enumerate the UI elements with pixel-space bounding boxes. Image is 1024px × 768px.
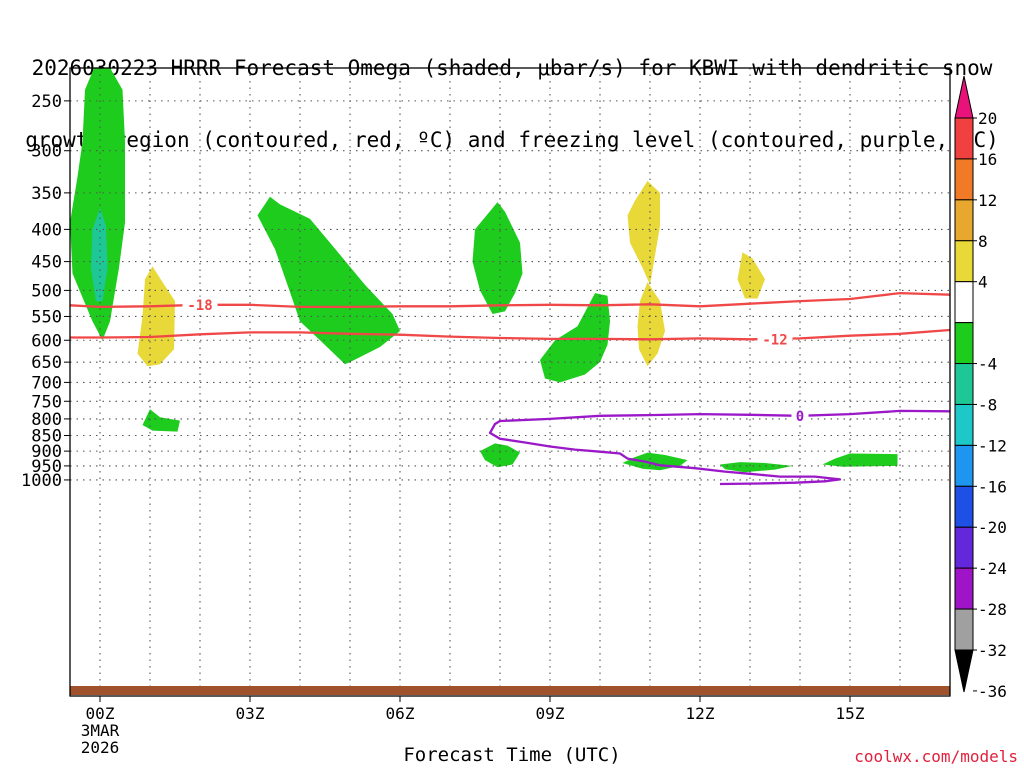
y-tick-label-650: 650 (31, 353, 62, 373)
contour-label--18: -18 (187, 298, 212, 314)
y-tick-label-300: 300 (31, 142, 62, 162)
y-tick-label-400: 400 (31, 220, 62, 240)
x-tick-sublabel-2: 2026 (81, 738, 120, 757)
y-tick-label-550: 550 (31, 307, 62, 327)
contour-label-0: 0 (796, 409, 804, 425)
colorbar-label--32: -32 (978, 641, 1007, 660)
freezing-contour-0 (488, 409, 950, 486)
colorbar-label--36: -36 (978, 682, 1007, 701)
colorbar-bin--4-to-4 (954, 281, 974, 324)
omega-region-teal-2 (91, 208, 108, 302)
colorbar-bin--32-to--28 (954, 567, 974, 610)
chart-title-line-2: growth region (contoured, red, ºC) and f… (25, 128, 999, 152)
x-axis-label: Forecast Time (UTC) (403, 744, 621, 766)
colorbar-label-12: 12 (978, 191, 997, 210)
y-tick-label-350: 350 (31, 184, 62, 204)
colorbar: 20 16 12 8 4 -4 -8 -12 -16 -20 -24 -28 -32 -36 (954, 75, 1007, 701)
colorbar-label-20: 20 (978, 109, 997, 128)
colorbar-bin--24-to--20 (954, 485, 974, 528)
omega-region-yellow-9 (637, 282, 665, 367)
x-tick-label-15Z: 15Z (836, 704, 865, 723)
colorbar-bin--12-to--8 (954, 363, 974, 405)
omega-region-yellow-10 (737, 252, 765, 299)
contour-label-bg-0 (791, 407, 809, 424)
colorbar-top-arrow (954, 75, 974, 119)
contour-label--12: -12 (762, 332, 787, 348)
terrain-strip (70, 686, 950, 695)
y-axis: 2503003504004505005506006507007508008509… (21, 92, 70, 491)
y-tick-label-450: 450 (31, 253, 62, 273)
omega-region-green-11 (480, 443, 520, 468)
omega-region-yellow-8 (627, 180, 660, 285)
grid-lines (70, 68, 950, 696)
y-tick-label-750: 750 (31, 392, 62, 412)
colorbar-label-4: 4 (978, 273, 988, 292)
colorbar-label-8: 8 (978, 232, 988, 251)
contour-label-bg--18 (182, 296, 218, 313)
y-tick-label-1000: 1000 (21, 471, 62, 491)
omega-region-green-1 (70, 68, 125, 341)
credit-link[interactable]: coolwx.com/models (854, 747, 1018, 766)
colorbar-bin--28-to--24 (954, 526, 974, 569)
y-tick-label-950: 950 (31, 457, 62, 477)
omega-region-green-7 (540, 293, 610, 383)
y-tick-label-850: 850 (31, 426, 62, 446)
y-tick-label-700: 700 (31, 373, 62, 393)
omega-region-green-14 (822, 453, 898, 467)
colorbar-bin--20-to--16 (954, 444, 974, 487)
colorbar-label--8: -8 (978, 395, 997, 414)
x-tick-label-00Z: 00Z (86, 704, 115, 723)
omega-region-green-5 (257, 196, 400, 365)
x-tick-sublabel-1: 3MAR (81, 721, 120, 740)
colorbar-bottom-arrow (954, 649, 974, 693)
dendritic-contour--12 (70, 328, 950, 341)
colorbar-label--28: -28 (978, 600, 1007, 619)
colorbar-bin-16-to-20 (954, 117, 974, 160)
colorbar-bin-8-to-12 (954, 199, 974, 242)
colorbar-label--12: -12 (978, 436, 1007, 455)
colorbar-label--20: -20 (978, 518, 1007, 537)
omega-region-yellow-3 (137, 266, 175, 367)
colorbar-label--24: -24 (978, 559, 1007, 578)
omega-shaded-regions (70, 68, 898, 473)
colorbar-label-16: 16 (978, 150, 997, 169)
colorbar-bin-4-to-8 (954, 240, 974, 283)
colorbar-bin--8-to--4 (954, 322, 974, 365)
x-tick-label-06Z: 06Z (386, 704, 415, 723)
colorbar-bin--16-to--12 (954, 403, 974, 446)
x-tick-label-12Z: 12Z (686, 704, 715, 723)
colorbar-bin-12-to-16 (954, 158, 974, 201)
x-tick-label-09Z: 09Z (536, 704, 565, 723)
y-tick-label-600: 600 (31, 331, 62, 351)
omega-region-green-13 (720, 462, 793, 473)
y-tick-label-900: 900 (31, 442, 62, 462)
y-tick-label-800: 800 (31, 410, 62, 430)
colorbar-bin--36-to--32 (954, 608, 974, 651)
omega-region-green-6 (472, 202, 523, 314)
omega-region-green-4 (142, 409, 180, 432)
colorbar-label--16: -16 (978, 477, 1007, 496)
colorbar-label--4: -4 (978, 355, 997, 374)
y-tick-label-250: 250 (31, 92, 62, 112)
y-tick-label-500: 500 (31, 281, 62, 301)
x-tick-label-03Z: 03Z (236, 704, 265, 723)
contour-label-bg--12 (757, 331, 793, 348)
contour-labels: -18 -12 0 (182, 296, 809, 425)
